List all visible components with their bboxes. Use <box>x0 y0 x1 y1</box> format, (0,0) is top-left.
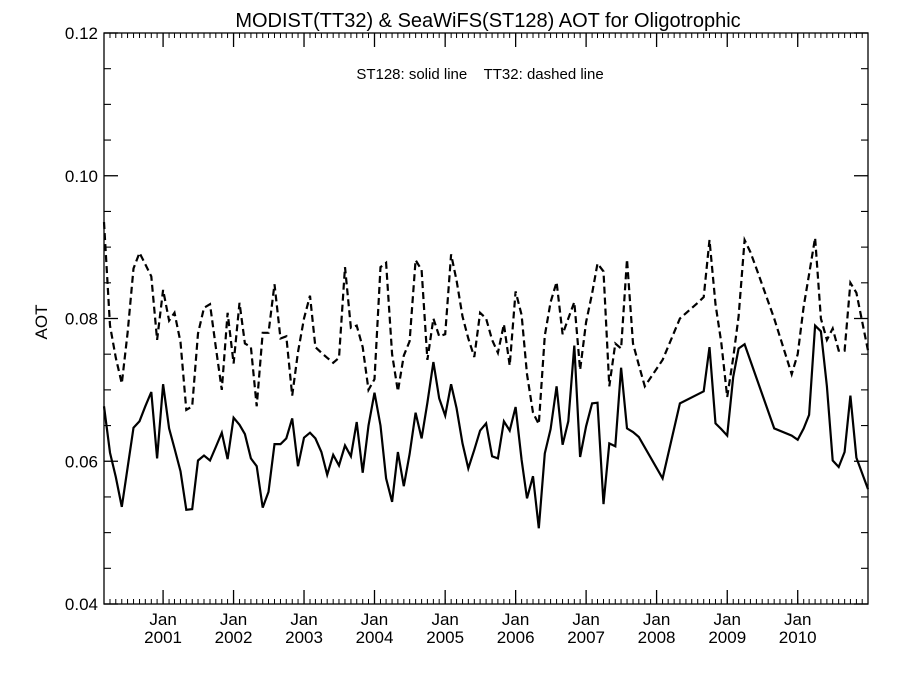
x-tick-label-year: 2006 <box>497 628 535 647</box>
x-tick-label-year: 2002 <box>215 628 253 647</box>
x-tick-label-year: 2007 <box>567 628 605 647</box>
x-tick-label-year: 2004 <box>356 628 394 647</box>
x-tick-label-month: Jan <box>149 610 176 629</box>
plot-frame <box>103 32 869 605</box>
y-tick-label: 0.06 <box>65 452 98 471</box>
x-tick-label-month: Jan <box>220 610 247 629</box>
y-tick-label: 0.04 <box>65 595 98 614</box>
x-tick-label-month: Jan <box>643 610 670 629</box>
y-tick-label: 0.10 <box>65 167 98 186</box>
x-tick-label-month: Jan <box>290 610 317 629</box>
x-tick-label-month: Jan <box>502 610 529 629</box>
x-tick-label-year: 2001 <box>144 628 182 647</box>
x-tick-label-year: 2009 <box>708 628 746 647</box>
x-tick-label-month: Jan <box>784 610 811 629</box>
series-line-st128 <box>102 323 870 529</box>
x-tick-label-month: Jan <box>572 610 599 629</box>
y-axis-label: AOT <box>32 305 51 340</box>
x-tick-label-month: Jan <box>431 610 458 629</box>
y-tick-label: 0.12 <box>65 24 98 43</box>
x-tick-label-month: Jan <box>361 610 388 629</box>
series-style-annotation: ST128: solid line TT32: dashed line <box>356 66 603 83</box>
y-tick-label: 0.08 <box>65 310 98 329</box>
series-layer <box>102 222 870 529</box>
x-tick-label-year: 2010 <box>779 628 817 647</box>
axes-layer: 0.040.060.080.100.12Jan2001Jan2002Jan200… <box>65 24 868 647</box>
series-line-tt32 <box>102 222 870 429</box>
chart-title: MODIST(TT32) & SeaWiFS(ST128) AOT for Ol… <box>235 10 740 32</box>
x-tick-label-year: 2008 <box>638 628 676 647</box>
x-tick-label-month: Jan <box>714 610 741 629</box>
x-tick-label-year: 2003 <box>285 628 323 647</box>
x-tick-label-year: 2005 <box>426 628 464 647</box>
